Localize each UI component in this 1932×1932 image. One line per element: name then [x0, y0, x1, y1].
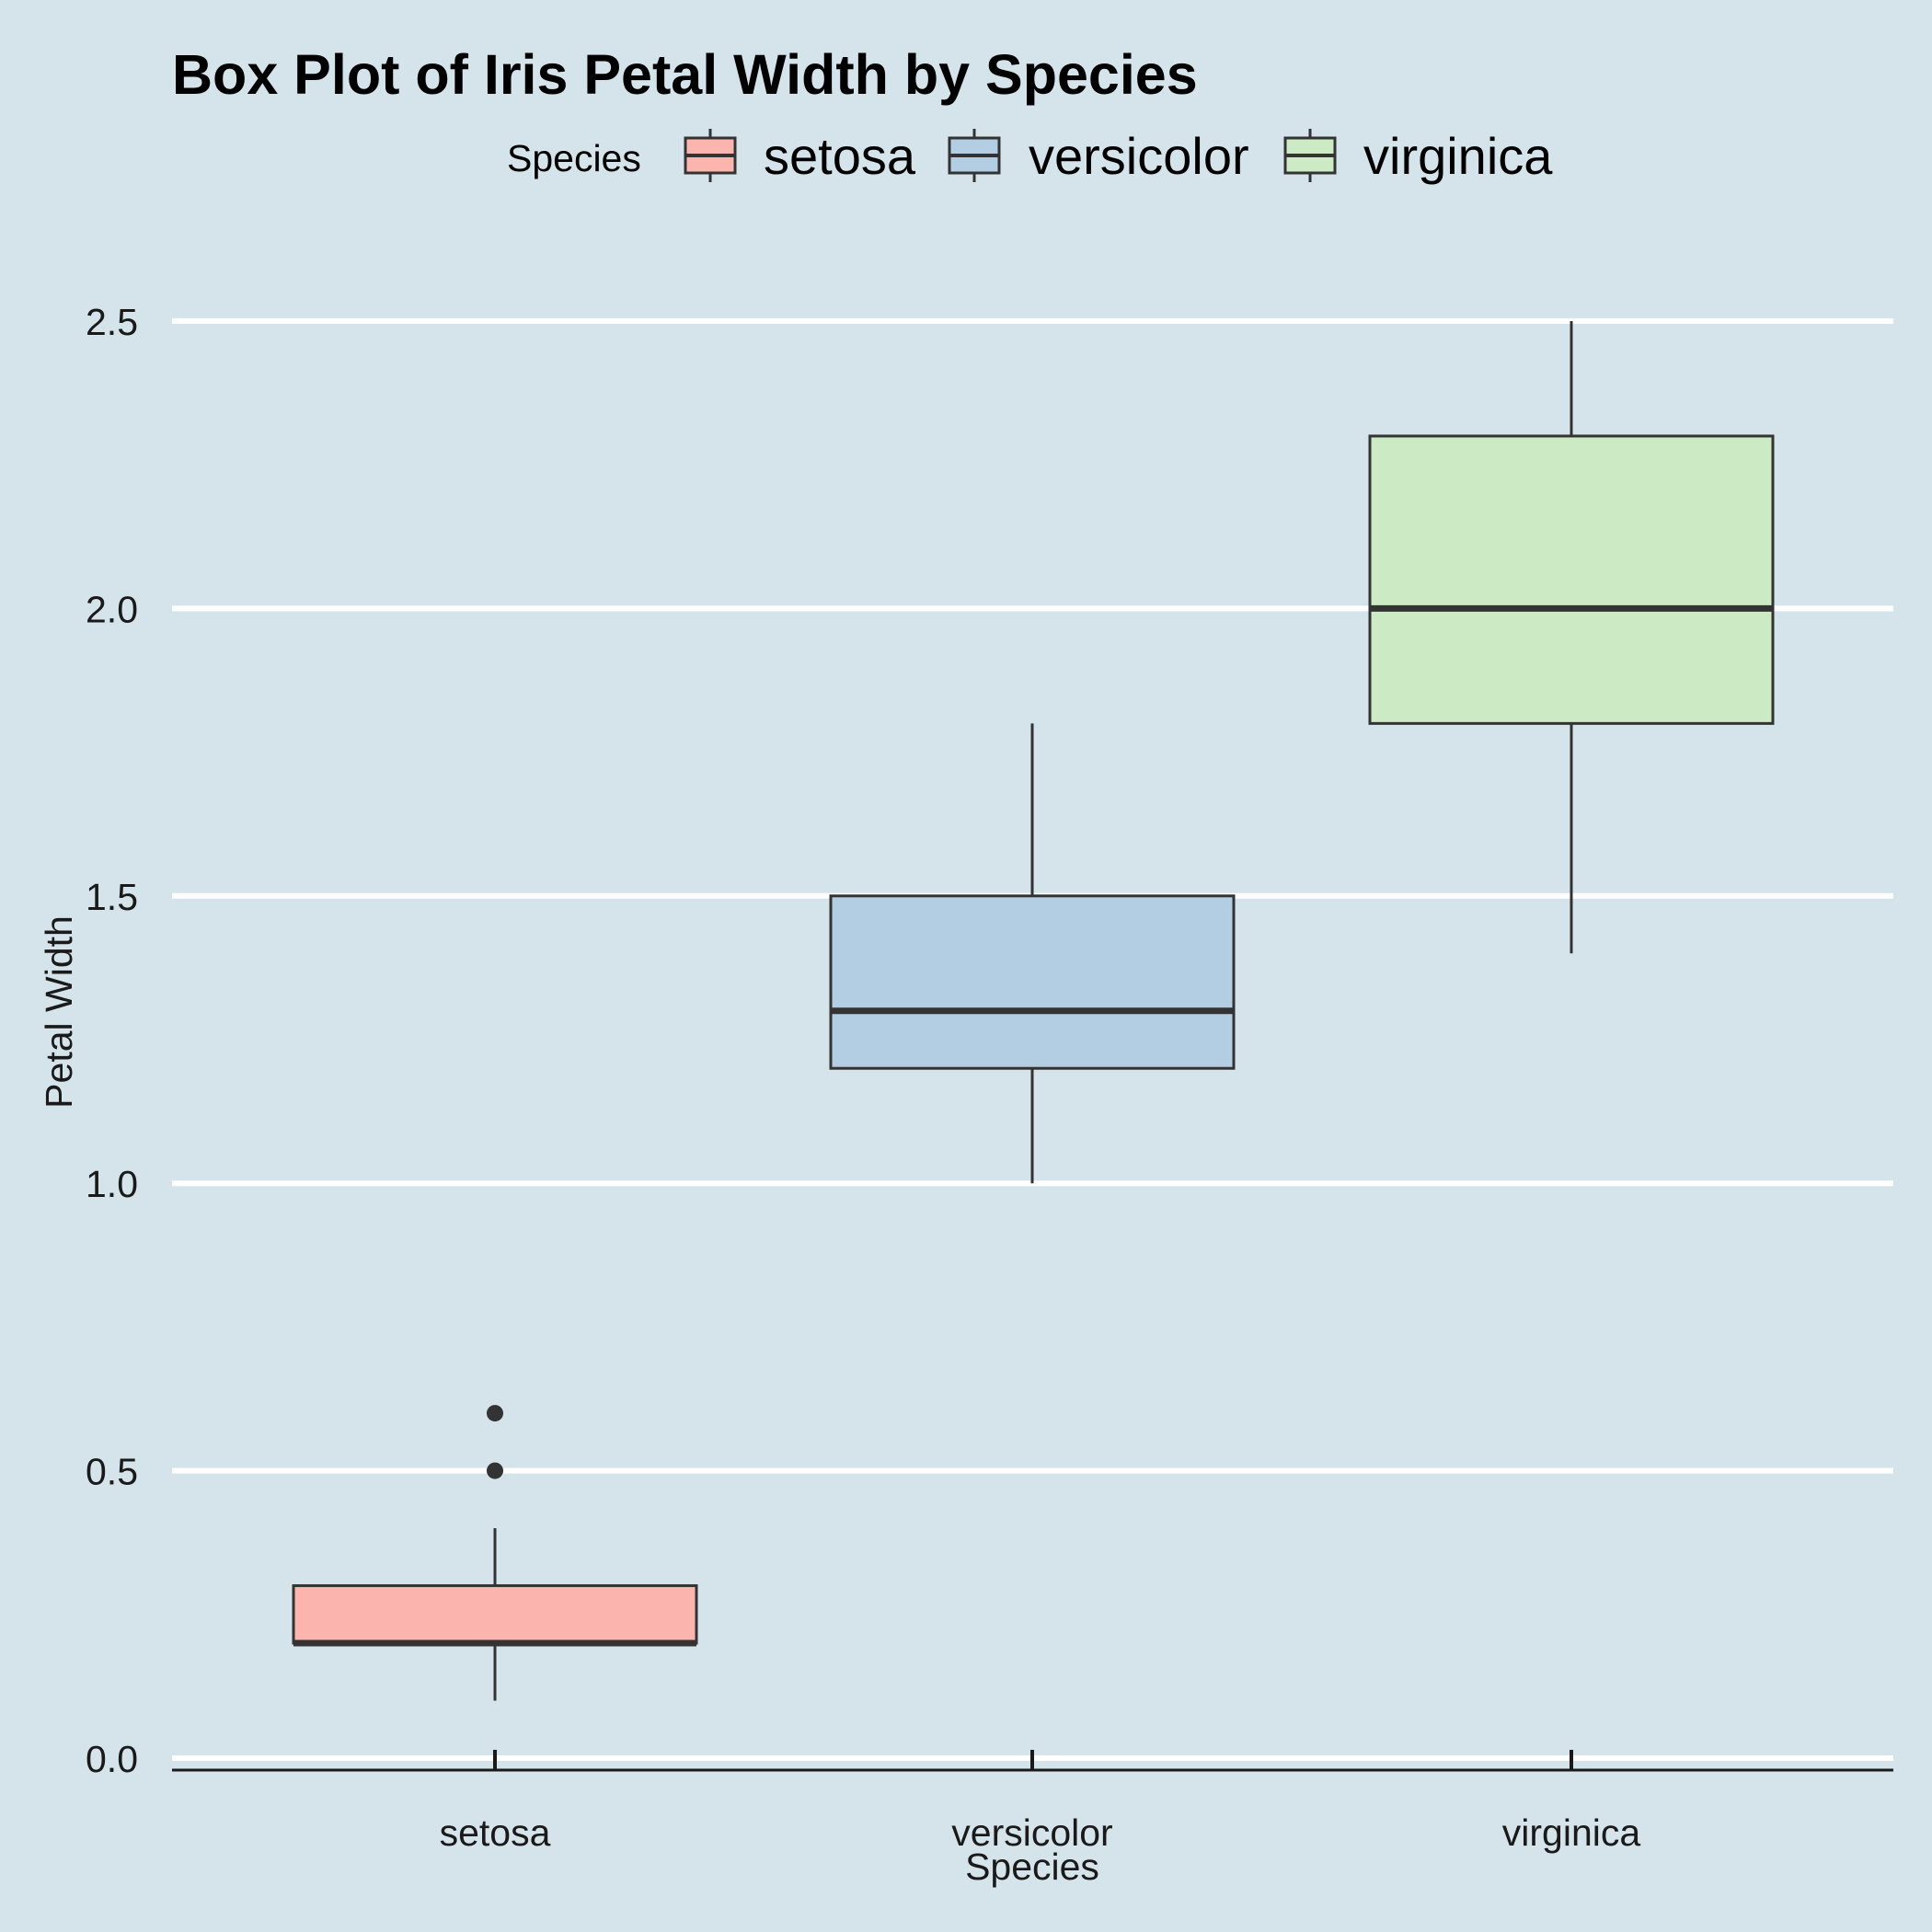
outlier-point: [487, 1405, 503, 1422]
box-body: [829, 894, 1236, 1070]
y-tick-label: 1.5: [86, 876, 138, 918]
outlier-point: [487, 1462, 503, 1479]
y-tick-label: 1.0: [86, 1163, 138, 1205]
legend-item-virginica: virginica: [1283, 127, 1553, 185]
x-tick-label: setosa: [440, 1811, 551, 1854]
x-axis-title: Species: [965, 1846, 1099, 1888]
x-tick-label: virginica: [1502, 1811, 1641, 1854]
legend-title: Species: [507, 137, 641, 179]
legend: Species setosa versicolor virginica: [507, 127, 1553, 185]
legend-label: virginica: [1363, 127, 1553, 185]
box-body: [1368, 434, 1775, 725]
legend-item-versicolor: versicolor: [948, 127, 1249, 185]
legend-item-setosa: setosa: [684, 127, 916, 185]
box-body: [292, 1584, 698, 1645]
box-setosa: [292, 1405, 698, 1701]
x-axis: setosa versicolor virginica: [440, 1750, 1641, 1854]
y-axis: 0.0 0.5 1.0 1.5 2.0 2.5: [86, 301, 138, 1780]
x-tick-label: versicolor: [951, 1811, 1112, 1854]
y-axis-title: Petal Width: [38, 915, 80, 1109]
boxes: [292, 321, 1775, 1701]
y-tick-label: 0.0: [86, 1738, 138, 1780]
legend-label: versicolor: [1029, 127, 1249, 185]
y-tick-label: 2.5: [86, 301, 138, 343]
box-versicolor: [829, 723, 1236, 1184]
chart-title: Box Plot of Iris Petal Width by Species: [172, 43, 1198, 106]
y-tick-label: 0.5: [86, 1451, 138, 1493]
legend-label: setosa: [764, 127, 916, 185]
y-tick-label: 2.0: [86, 588, 138, 630]
box-virginica: [1368, 321, 1775, 954]
